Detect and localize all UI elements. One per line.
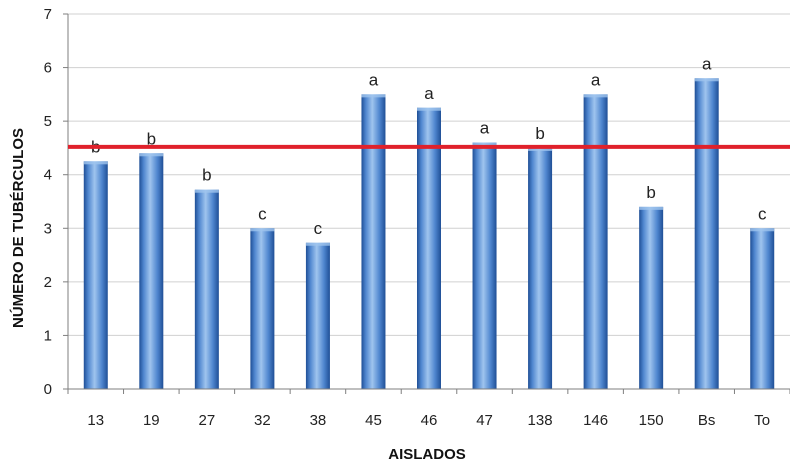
significance-letter-27: b bbox=[202, 166, 211, 185]
x-tick-label-46: 46 bbox=[421, 412, 438, 429]
bar-38 bbox=[305, 242, 330, 389]
significance-letter-19: b bbox=[147, 129, 156, 148]
x-axis-title: AISLADOS bbox=[388, 446, 466, 463]
bar-To bbox=[750, 228, 775, 389]
bar-cap-38 bbox=[305, 242, 330, 246]
x-tick-label-13: 13 bbox=[87, 412, 104, 429]
significance-letter-138: b bbox=[535, 124, 544, 143]
y-tick-label-5: 5 bbox=[44, 113, 52, 130]
significance-letter-32: c bbox=[258, 204, 267, 223]
y-tick-label-7: 7 bbox=[44, 6, 52, 23]
x-tick-label-19: 19 bbox=[143, 412, 160, 429]
y-tick-label-4: 4 bbox=[44, 167, 52, 184]
significance-letter-47: a bbox=[480, 119, 490, 138]
y-tick-label-6: 6 bbox=[44, 60, 52, 77]
bar-Bs bbox=[694, 78, 719, 390]
bar-138 bbox=[528, 147, 553, 389]
bar-cap-13 bbox=[83, 161, 108, 165]
bar-146 bbox=[583, 94, 608, 389]
y-axis-title: NÚMERO DE TUBÉRCULOS bbox=[9, 128, 27, 328]
x-tick-label-32: 32 bbox=[254, 412, 271, 429]
significance-letter-Bs: a bbox=[702, 54, 712, 73]
significance-letter-46: a bbox=[424, 84, 434, 103]
axes bbox=[63, 13, 790, 394]
bar-46 bbox=[417, 107, 441, 389]
bar-cap-47 bbox=[472, 142, 497, 146]
bar-27 bbox=[194, 189, 219, 389]
x-tick-label-138: 138 bbox=[528, 412, 553, 429]
y-tick-label-3: 3 bbox=[44, 220, 52, 237]
x-tick-label-To: To bbox=[754, 412, 770, 429]
labels: 0123456713b19b27b32c38c45a46a47a138b146a… bbox=[44, 6, 770, 429]
bar-32 bbox=[250, 228, 275, 389]
x-tick-label-45: 45 bbox=[365, 412, 382, 429]
bars bbox=[83, 78, 775, 390]
x-tick-label-Bs: Bs bbox=[698, 412, 716, 429]
bar-45 bbox=[361, 94, 386, 389]
bar-150 bbox=[639, 206, 664, 389]
bar-cap-46 bbox=[417, 107, 441, 111]
y-tick-label-1: 1 bbox=[44, 327, 52, 344]
y-tick-label-2: 2 bbox=[44, 274, 52, 291]
bar-cap-19 bbox=[139, 153, 164, 157]
y-tick-label-0: 0 bbox=[44, 381, 52, 398]
bar-47 bbox=[472, 142, 497, 389]
x-tick-label-146: 146 bbox=[583, 412, 608, 429]
x-tick-label-27: 27 bbox=[199, 412, 216, 429]
bar-13 bbox=[83, 161, 108, 389]
bar-19 bbox=[139, 153, 164, 389]
bar-cap-To bbox=[750, 228, 775, 232]
bar-cap-27 bbox=[194, 189, 219, 193]
significance-letter-150: b bbox=[646, 183, 655, 202]
significance-letter-45: a bbox=[369, 70, 379, 89]
bar-cap-45 bbox=[361, 94, 386, 98]
significance-letter-146: a bbox=[591, 70, 601, 89]
x-tick-label-38: 38 bbox=[310, 412, 327, 429]
x-tick-label-150: 150 bbox=[639, 412, 664, 429]
bar-cap-146 bbox=[583, 94, 608, 98]
significance-letter-38: c bbox=[314, 219, 323, 238]
bar-cap-150 bbox=[639, 206, 664, 210]
x-tick-label-47: 47 bbox=[476, 412, 493, 429]
significance-letter-To: c bbox=[758, 204, 767, 223]
bar-cap-32 bbox=[250, 228, 275, 232]
bar-cap-138 bbox=[528, 147, 553, 151]
bar-cap-Bs bbox=[694, 78, 719, 82]
